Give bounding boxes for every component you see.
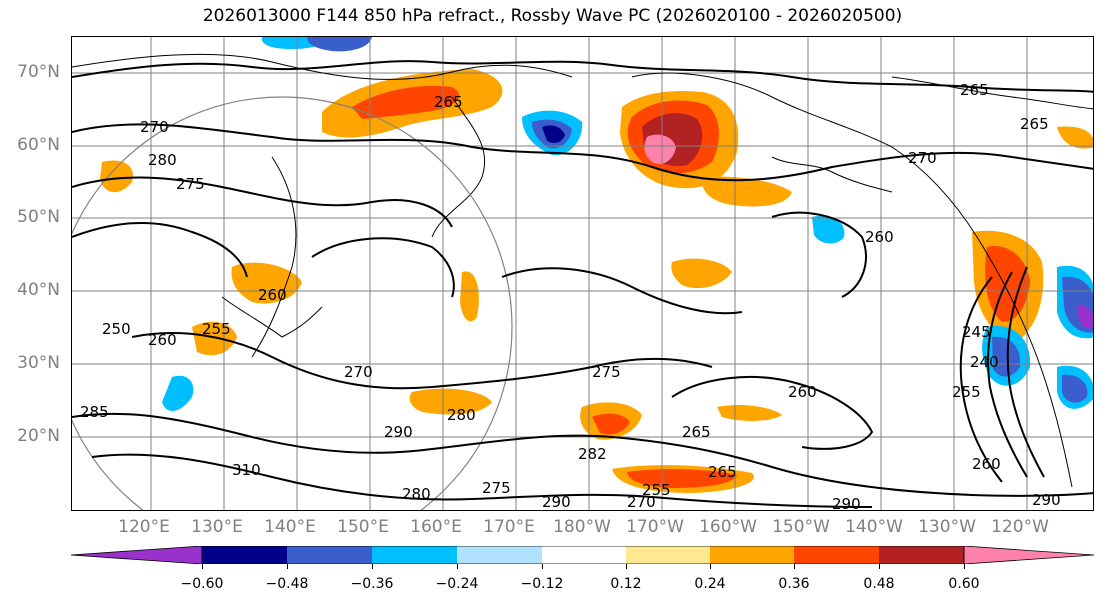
colorbar-extend-low — [71, 546, 203, 564]
contour-label: 265 — [682, 423, 711, 441]
contour-label: 265 — [1020, 115, 1049, 133]
contour-label: 275 — [482, 479, 511, 497]
colorbar-tick-mark — [710, 564, 711, 569]
contour-label: 280 — [447, 406, 476, 424]
lon-label-130e: 130°E — [191, 517, 243, 537]
contour-label: 290 — [1032, 491, 1061, 509]
lon-label-120e: 120°E — [118, 517, 170, 537]
colorbar-tick-mark — [542, 564, 543, 569]
lat-label-60n: 60°N — [17, 135, 60, 155]
colorbar-tick-mark — [287, 564, 288, 569]
graticule — [72, 37, 1093, 510]
contour-label: 280 — [148, 151, 177, 169]
lon-label-180w: 180°W — [553, 517, 611, 537]
colorbar-frame — [201, 546, 965, 564]
contour-label: 270 — [140, 118, 169, 136]
colorbar-bin — [542, 546, 626, 564]
colorbar-tick-mark — [202, 564, 203, 569]
colorbar — [71, 546, 1094, 564]
colorbar-extend-high — [963, 546, 1094, 564]
contour-label: 275 — [176, 175, 205, 193]
map-panel: 265 265 265 270 270 270 280 275 260 260 … — [71, 36, 1094, 511]
colorbar-bin — [457, 546, 542, 564]
contour-label: 265 — [960, 81, 989, 99]
lon-label-160w: 160°W — [699, 517, 757, 537]
colorbar-tick-mark — [372, 564, 373, 569]
colorbar-bin — [202, 546, 287, 564]
contour-label: 310 — [232, 461, 261, 479]
lon-label-150w: 150°W — [772, 517, 830, 537]
colorbar-tick-mark — [879, 564, 880, 569]
lon-label-140w: 140°W — [845, 517, 903, 537]
contour-label: 260 — [258, 286, 287, 304]
contour-label: 290 — [384, 423, 413, 441]
colorbar-tick-label: 0.12 — [610, 576, 642, 592]
colorbar-tick-mark — [794, 564, 795, 569]
colorbar-tick-mark — [626, 564, 627, 569]
contour-label: 255 — [952, 383, 981, 401]
chart-title: 2026013000 F144 850 hPa refract., Rossby… — [202, 6, 903, 26]
colorbar-tick-label: 0.24 — [694, 576, 726, 592]
lat-label-20n: 20°N — [17, 426, 60, 446]
contour-label: 260 — [788, 383, 817, 401]
contour-label: 260 — [865, 228, 894, 246]
map-canvas: 265 265 265 270 270 270 280 275 260 260 … — [72, 37, 1093, 511]
anomaly-fills — [100, 37, 1093, 493]
contour-label: 260 — [972, 455, 1001, 473]
contour-label: 245 — [962, 323, 991, 341]
colorbar-tick-label: −0.36 — [350, 576, 394, 592]
refractivity-contours — [72, 60, 1093, 508]
contour-label: 270 — [627, 493, 656, 511]
contour-label: 275 — [592, 363, 621, 381]
colorbar-tick-label: 0.36 — [778, 576, 810, 592]
colorbar-tick-mark — [964, 564, 965, 569]
lon-label-170w: 170°W — [626, 517, 684, 537]
colorbar-bin — [879, 546, 964, 564]
colorbar-tick-label: −0.24 — [435, 576, 479, 592]
contour-label: 290 — [832, 495, 861, 511]
contour-label: 240 — [970, 353, 999, 371]
contour-label: 265 — [708, 463, 737, 481]
lat-label-40n: 40°N — [17, 280, 60, 300]
influence-circle — [72, 96, 513, 510]
colorbar-tick-label: −0.48 — [265, 576, 309, 592]
contour-label: 285 — [80, 403, 109, 421]
lat-label-30n: 30°N — [17, 353, 60, 373]
colorbar-bin — [710, 546, 794, 564]
contour-label: 270 — [344, 363, 373, 381]
lon-label-120w: 120°W — [991, 517, 1049, 537]
contour-label: 290 — [542, 493, 571, 511]
colorbar-tick-label: −0.60 — [180, 576, 224, 592]
colorbar-bin — [626, 546, 710, 564]
contour-label: 255 — [202, 320, 231, 338]
contour-labels: 265 265 265 270 270 270 280 275 260 260 … — [80, 81, 1061, 511]
lon-label-130w: 130°W — [918, 517, 976, 537]
colorbar-tick-mark — [457, 564, 458, 569]
lon-label-150e: 150°E — [337, 517, 389, 537]
colorbar-tick-label: 0.48 — [863, 576, 895, 592]
lon-label-160e: 160°E — [410, 517, 462, 537]
colorbar-tick-label: 0.60 — [948, 576, 980, 592]
contour-label: 282 — [578, 445, 607, 463]
colorbar-tick-label: −0.12 — [520, 576, 564, 592]
lat-label-50n: 50°N — [17, 207, 60, 227]
lat-label-70n: 70°N — [17, 62, 60, 82]
contour-label: 280 — [402, 485, 431, 503]
lon-label-170e: 170°E — [483, 517, 535, 537]
colorbar-bin — [372, 546, 457, 564]
coastlines — [72, 53, 1093, 488]
contour-label: 250 — [102, 320, 131, 338]
colorbar-bin — [794, 546, 879, 564]
contour-label: 260 — [148, 331, 177, 349]
contour-label: 265 — [434, 93, 463, 111]
contour-label: 255 — [642, 481, 671, 499]
colorbar-bin — [287, 546, 372, 564]
contour-label: 270 — [908, 149, 937, 167]
lon-label-140e: 140°E — [264, 517, 316, 537]
